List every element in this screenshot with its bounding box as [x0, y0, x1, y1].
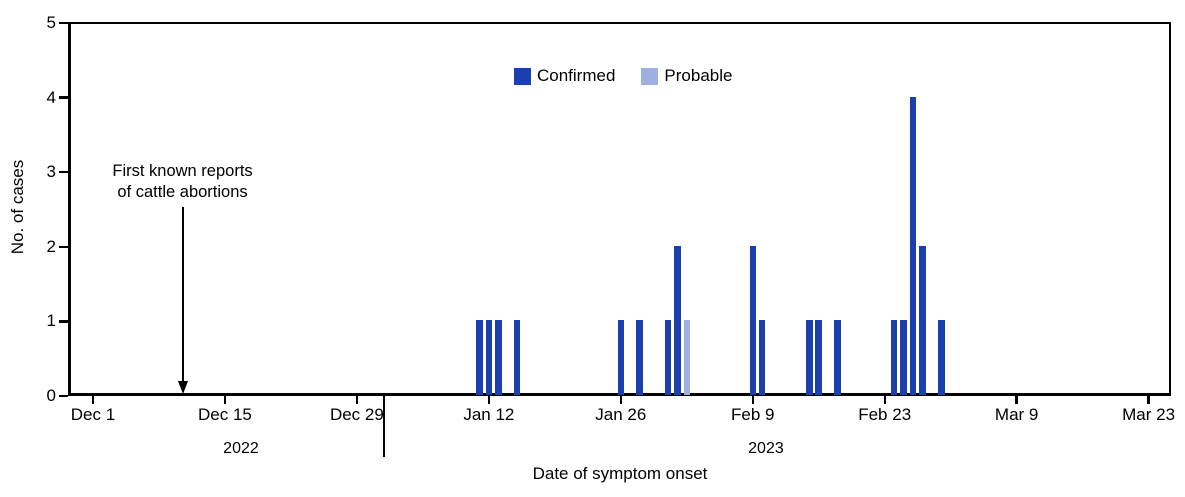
year-label-2022: 2022 — [223, 440, 259, 457]
bar-confirmed-feb-24 — [890, 320, 898, 395]
y-tick-label-4: 4 — [46, 87, 56, 107]
x-tick-label-dec-1: Dec 1 — [70, 405, 116, 424]
legend-item-probable: Probable — [641, 66, 732, 86]
bar-probable-feb-2 — [683, 320, 691, 395]
bar-confirmed-jan-26 — [617, 320, 625, 395]
x-tick-mar-23 — [1147, 396, 1150, 404]
y-tick-label-0: 0 — [46, 386, 56, 405]
x-tick-dec-1 — [91, 396, 95, 404]
x-tick-dec-15 — [223, 396, 227, 404]
x-tick-label-dec-29: Dec 29 — [329, 405, 384, 424]
bar-confirmed-jan-11 — [476, 320, 483, 395]
x-tick-label-feb-23: Feb 23 — [858, 405, 912, 424]
annotation-arrowhead-icon — [177, 381, 188, 394]
x-tick-feb-23 — [883, 396, 886, 404]
x-tick-mar-9 — [1015, 396, 1018, 404]
legend: Confirmed Probable — [514, 66, 732, 86]
x-tick-dec-29 — [355, 396, 359, 404]
x-tick-jan-26 — [619, 396, 622, 404]
bar-confirmed-feb-26 — [909, 96, 917, 395]
annotation-line-1: First known reports — [112, 162, 253, 180]
bar-confirmed-jan-15 — [513, 320, 521, 395]
y-tick-5 — [59, 21, 68, 25]
x-tick-feb-9 — [751, 396, 754, 404]
y-tick-label-1: 1 — [46, 311, 56, 331]
annotation-arrow — [181, 207, 184, 382]
year-label-2023: 2023 — [748, 440, 784, 457]
x-tick-label-jan-12: Jan 12 — [463, 405, 515, 424]
bar-confirmed-jan-13 — [495, 320, 502, 395]
probable-swatch-icon — [641, 67, 659, 85]
y-tick-1 — [59, 320, 68, 323]
bar-confirmed-feb-1 — [674, 245, 681, 395]
bar-confirmed-feb-18 — [834, 320, 841, 395]
x-tick-label-mar-23: Mar 23 — [1122, 405, 1176, 424]
bar-confirmed-feb-27 — [919, 245, 926, 395]
legend-label-confirmed: Confirmed — [537, 66, 616, 85]
annotation-line-2: of cattle abortions — [117, 183, 248, 201]
bar-confirmed-feb-15 — [806, 320, 813, 395]
y-tick-3 — [59, 171, 68, 174]
y-tick-label-3: 3 — [46, 162, 56, 182]
bar-confirmed-jan-31 — [664, 320, 672, 395]
y-tick-2 — [59, 245, 68, 248]
bar-confirmed-jan-28 — [636, 320, 643, 395]
x-tick-jan-12 — [487, 396, 491, 404]
confirmed-swatch-icon — [514, 67, 531, 85]
bar-confirmed-feb-9 — [749, 245, 756, 395]
cattle-abortions-annotation: First known reports of cattle abortions — [73, 161, 293, 203]
bar-confirmed-jan-12 — [485, 320, 493, 395]
year-divider-line — [383, 396, 386, 457]
y-tick-label-5: 5 — [46, 13, 56, 32]
bar-confirmed-feb-25 — [900, 320, 907, 395]
x-axis-title: Date of symptom onset — [532, 464, 708, 483]
y-tick-label-2: 2 — [46, 236, 56, 256]
y-tick-0 — [59, 394, 68, 398]
x-tick-label-mar-9: Mar 9 — [994, 405, 1039, 424]
y-axis-title: No. of cases — [8, 159, 27, 255]
bar-confirmed-feb-16 — [815, 320, 822, 395]
x-tick-label-jan-26: Jan 26 — [595, 405, 647, 424]
legend-item-confirmed: Confirmed — [514, 66, 615, 86]
x-tick-label-feb-9: Feb 9 — [731, 405, 775, 424]
bar-confirmed-mar-1 — [938, 320, 945, 395]
y-tick-4 — [59, 96, 68, 99]
x-tick-label-dec-15: Dec 15 — [198, 405, 252, 424]
bar-confirmed-feb-10 — [758, 320, 766, 395]
legend-label-probable: Probable — [664, 66, 733, 85]
